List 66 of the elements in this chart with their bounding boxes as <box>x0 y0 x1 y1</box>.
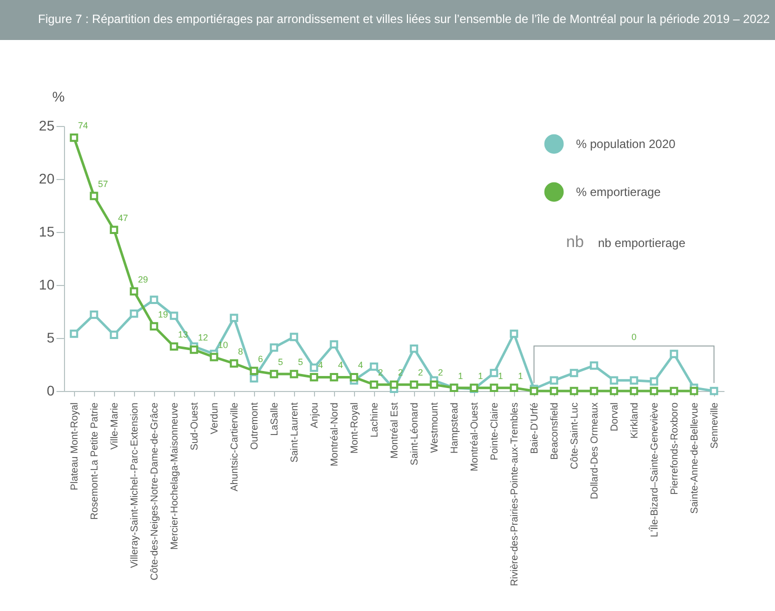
x-tick-label: Ville-Marie <box>110 402 120 450</box>
x-tick-label: Hampstead <box>450 402 460 454</box>
annotation: 5 <box>298 357 304 368</box>
annotation: 4 <box>358 360 364 370</box>
x-tick-label: Verdun <box>210 402 220 434</box>
y-tick-label: 0 <box>46 382 55 398</box>
y-tick-label: 10 <box>38 276 55 292</box>
x-tick-label: Outremont <box>250 402 260 450</box>
annotation: 47 <box>118 212 128 223</box>
x-tick-label: Mont-Royal <box>350 402 360 454</box>
x-tick-label: Beaconsfield <box>550 402 560 460</box>
x-tick-label: Côte-Saint-Luc <box>570 402 580 470</box>
x-tick-label: Dorval <box>610 402 620 432</box>
legend-label: % population 2020 <box>576 137 676 151</box>
annotation: 12 <box>198 332 208 343</box>
x-tick-label: Rosemont-La Petite Patrie <box>90 402 100 520</box>
annotation: 8 <box>238 346 244 356</box>
y-axis-title: % <box>52 88 65 104</box>
x-tick-label: Pointe-Claire <box>490 402 500 460</box>
x-tick-label: Anjou <box>310 402 320 428</box>
chart-title: Figure 7 : Répartition des emportiérages par arrondissement et villes liées sur l’ensemble de l’île de Montréal pour la période 2019 – 2022 <box>0 0 775 40</box>
y-tick-label: 25 <box>38 118 55 134</box>
x-tick-label: Rivière-des-Prairies-Pointe-aux-Trembles <box>510 402 520 586</box>
x-tick-label: Villeray-Saint-Michel--Parc-Extension <box>130 402 140 568</box>
annotation: nb <box>565 234 585 252</box>
annotation: 57 <box>98 178 108 189</box>
annotation: 1 <box>498 370 504 381</box>
annotation: 2 <box>398 368 404 378</box>
x-tick-label: Montréal-Ouest <box>470 402 480 472</box>
x-tick-label: Pierrefonds-Roxboro <box>670 402 680 495</box>
x-tick-label: Westmount <box>430 402 440 453</box>
y-tick-label: 15 <box>38 224 55 240</box>
x-tick-label: Plateau Mont-Royal <box>70 402 80 490</box>
annotation: 2 <box>438 368 444 378</box>
annotation: 4 <box>338 360 344 370</box>
x-tick-label: L'Île-Bizard–Sainte-Geneviève <box>648 402 660 538</box>
annotation: 29 <box>138 274 148 284</box>
y-tick-label: 5 <box>46 330 55 346</box>
x-tick-label: Côte-des-Neiges-Notre-Dame-de-Grâce <box>150 402 160 580</box>
x-tick-label: Baie-D'Urfé <box>530 402 540 454</box>
x-tick-label: Mercier-Hochelaga-Maisonneuve <box>170 402 180 550</box>
x-tick-label: Dollard-Des Ormeaux <box>590 402 600 500</box>
annotation: 1 <box>518 370 524 381</box>
annotation: 1 <box>458 370 464 381</box>
annotation: 0 <box>631 332 637 342</box>
annotation: 74 <box>78 120 88 131</box>
annotation: 4 <box>318 360 324 370</box>
legend-label: % emportierage <box>576 185 662 199</box>
annotation: nb emportierage <box>598 236 686 250</box>
x-tick-label: Saint-Laurent <box>290 402 300 463</box>
x-tick-label: Sud-Ouest <box>190 402 200 450</box>
x-tick-label: Senneville <box>710 402 720 449</box>
x-tick-label: Lachine <box>370 402 380 438</box>
annotation: 6 <box>258 354 264 364</box>
annotation: 2 <box>418 368 424 378</box>
annotation: 5 <box>278 357 284 368</box>
annotation: 1 <box>478 370 484 381</box>
x-tick-label: Kirkland <box>630 402 640 439</box>
y-tick-label: 20 <box>38 170 55 186</box>
x-tick-label: Montréal Est <box>390 402 400 459</box>
x-tick-label: Ahuntsic-Cartierville <box>230 402 240 492</box>
x-tick-label: Saint-Léonard <box>410 402 420 466</box>
x-tick-label: Sainte-Anne-de-Bellevue <box>690 402 700 514</box>
annotation: 19 <box>158 309 168 320</box>
x-tick-label: Montréal-Nord <box>330 402 340 466</box>
x-tick-label: LaSalle <box>270 402 280 436</box>
